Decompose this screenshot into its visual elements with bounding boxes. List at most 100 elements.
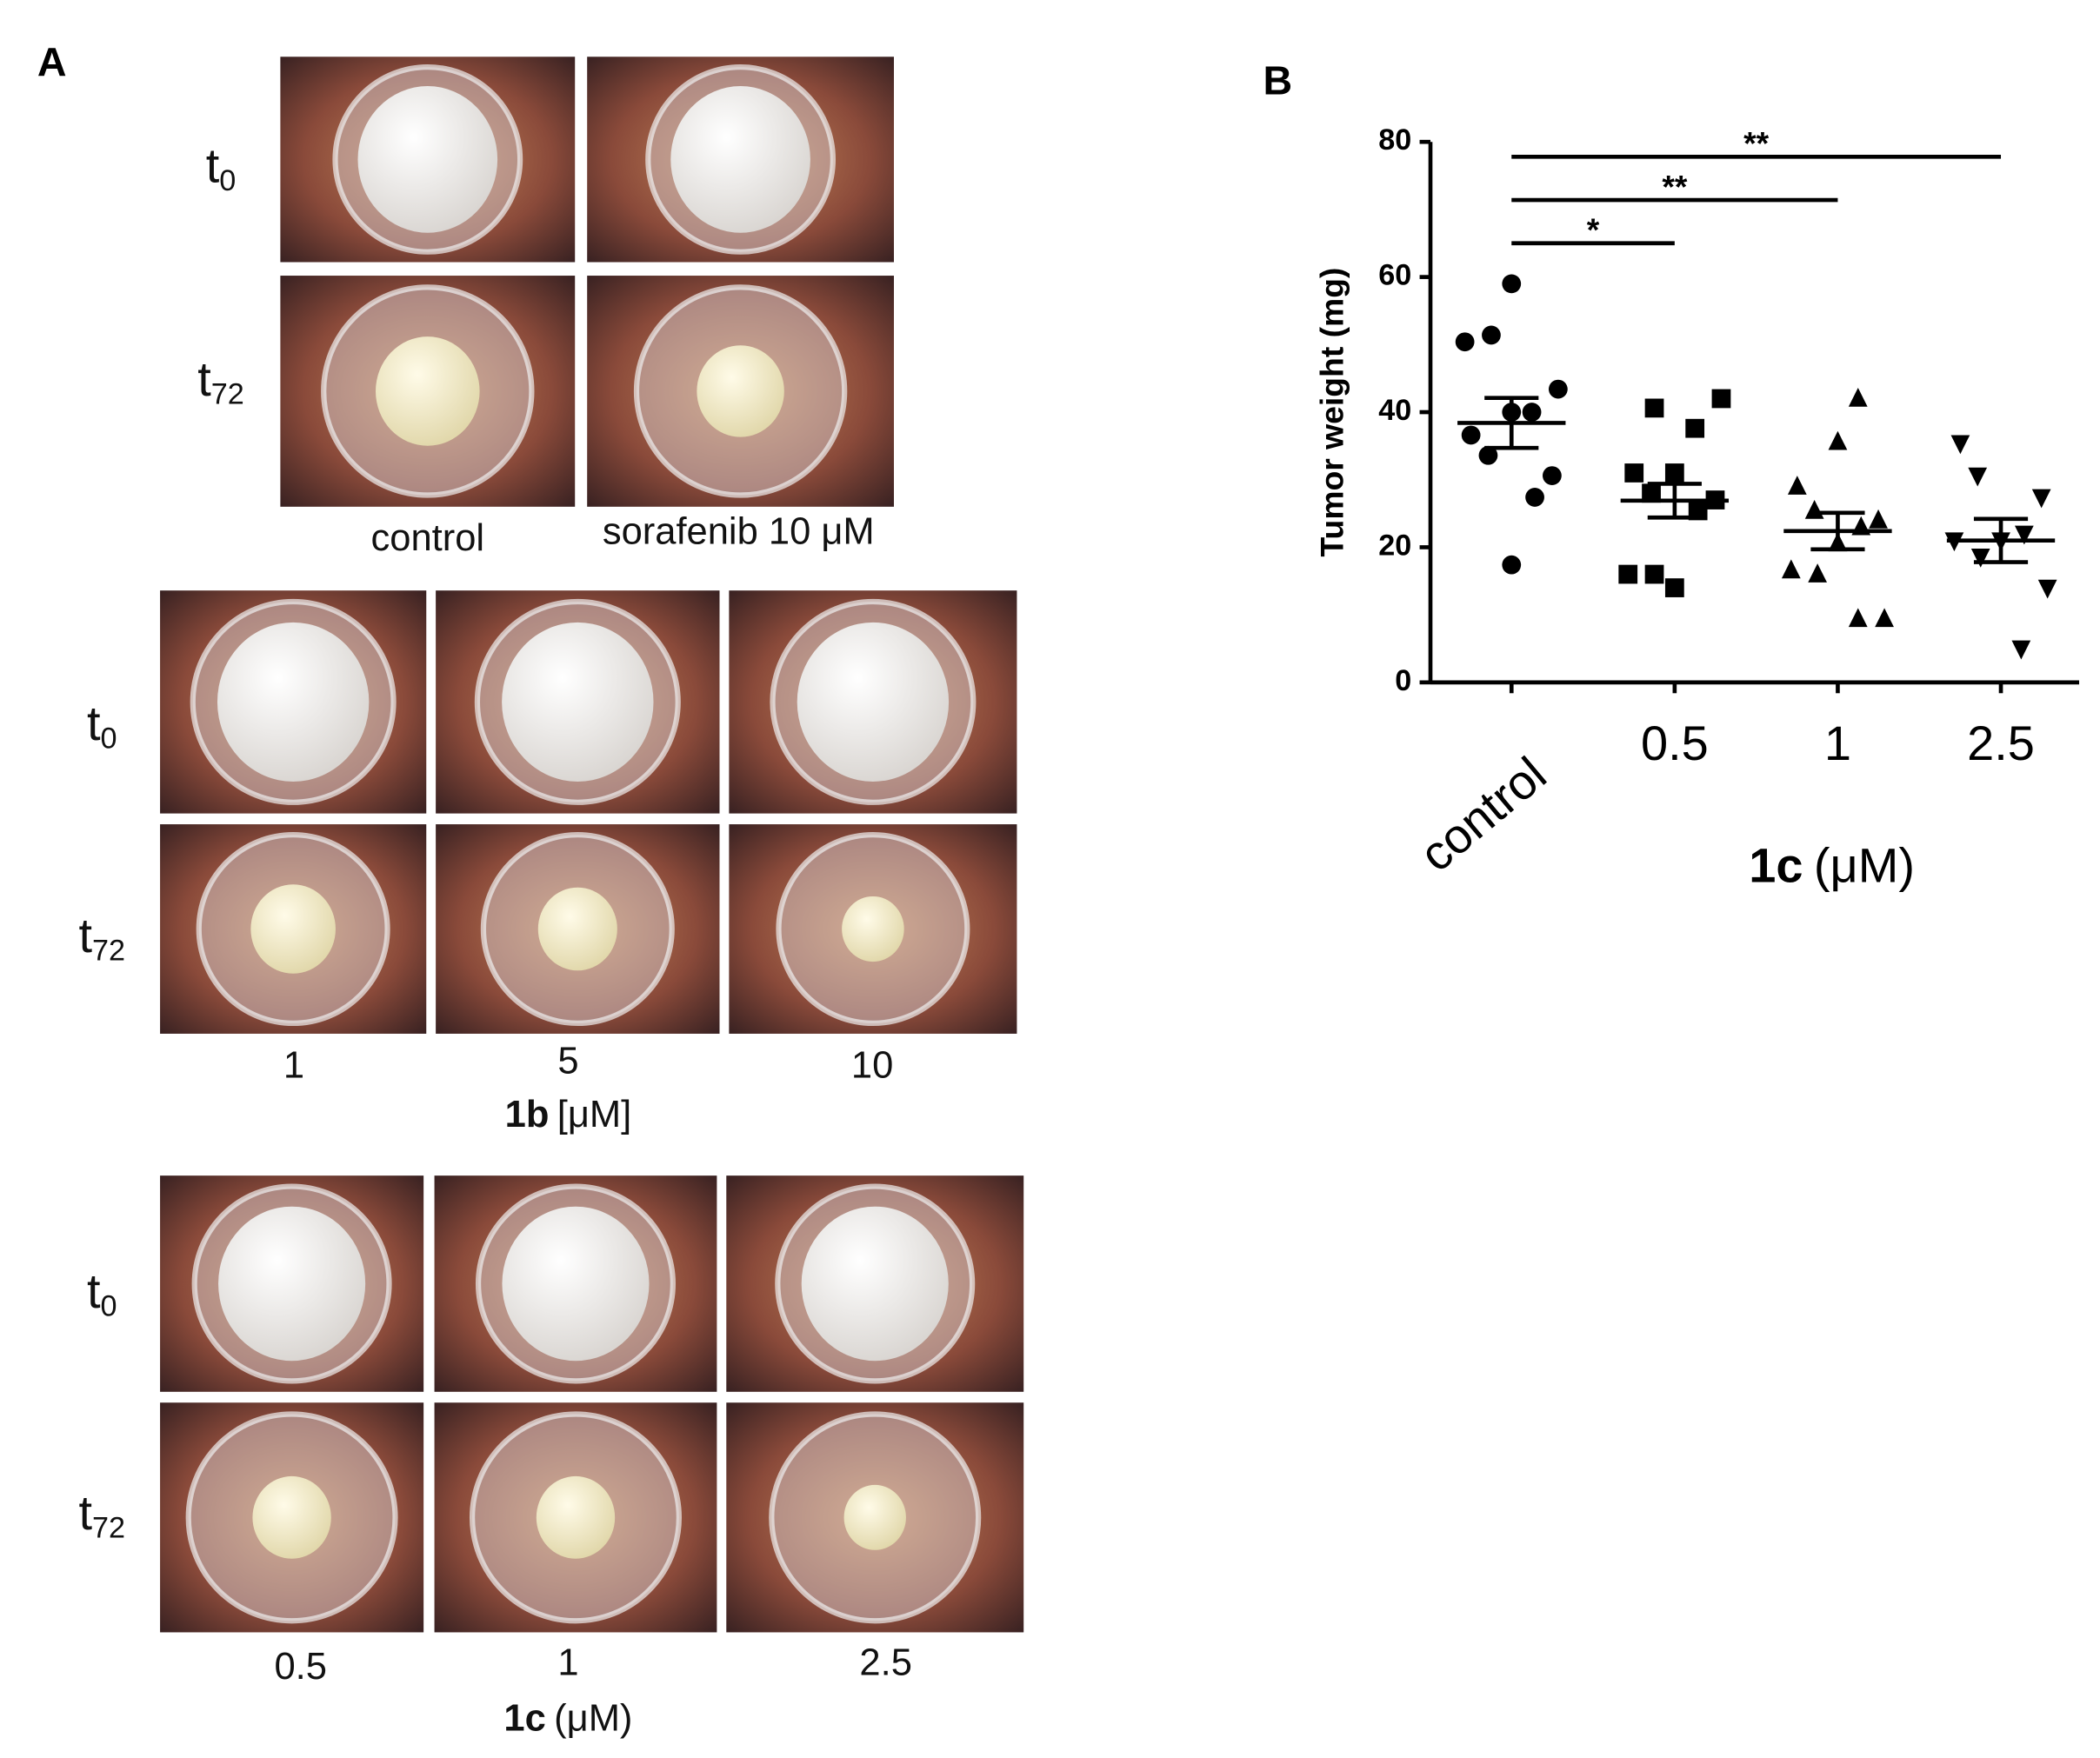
photo-tumor [842, 896, 904, 962]
text-part: 1b [505, 1093, 550, 1135]
text-part: 1c [1749, 837, 1803, 892]
data-point [1848, 388, 1868, 407]
photo-tumor [502, 622, 654, 782]
photo-tumor [502, 1206, 650, 1362]
text-part: t [78, 1485, 92, 1540]
photo-tumor [670, 86, 810, 233]
data-point [1787, 476, 1807, 495]
photo-tumor [250, 884, 336, 974]
data-point [1644, 564, 1664, 584]
y-tick-label: 40 [1378, 394, 1411, 427]
photo-tumor [217, 622, 370, 782]
photo-tumor [697, 345, 784, 437]
data-point [1968, 467, 1988, 487]
photo-tumor [218, 1206, 366, 1362]
data-point [1664, 463, 1684, 483]
text-part: t [87, 1263, 101, 1318]
x-tick-label: 2.5 [1967, 716, 2035, 770]
data-point [1685, 418, 1705, 438]
data-point [1543, 466, 1562, 485]
panel-label: B [1263, 58, 1293, 103]
data-point [1970, 549, 1990, 568]
photo-tumor [797, 622, 950, 782]
text-part: t [206, 137, 220, 192]
photo-tumor [252, 1475, 331, 1559]
x-tick-label: control [1410, 746, 1557, 882]
text-part: 1c [503, 1697, 545, 1739]
data-point [1618, 564, 1638, 584]
data-point [1869, 509, 1888, 529]
row-label: t72 [78, 1485, 125, 1545]
x-tick-label: 1 [1824, 716, 1851, 770]
photo-tumor [357, 86, 498, 233]
data-point [1525, 488, 1544, 507]
significance-label: ** [1662, 168, 1688, 204]
text-part: (μM) [1814, 837, 1915, 892]
data-point [2011, 640, 2031, 660]
data-point [1642, 483, 1661, 503]
data-point [1848, 608, 1868, 628]
data-point [1455, 332, 1475, 352]
y-tick-label: 0 [1395, 664, 1411, 697]
data-point [1548, 379, 1568, 399]
y-tick-label: 80 [1378, 123, 1411, 156]
group-axis-label: 1c (μM) [503, 1697, 632, 1739]
text-part: t [197, 351, 211, 406]
data-point [1502, 274, 1522, 294]
row-label: t72 [197, 351, 244, 411]
data-point [1804, 500, 1824, 519]
photo-tumor [537, 887, 617, 971]
data-point [1478, 445, 1498, 465]
y-tick-label: 20 [1378, 529, 1411, 562]
data-point [1502, 555, 1522, 575]
data-point [2014, 525, 2034, 545]
data-point [1875, 608, 1894, 628]
text-part: t [78, 908, 92, 962]
column-label: 2.5 [859, 1641, 911, 1683]
text-part: (μM) [554, 1697, 632, 1739]
data-point [1711, 389, 1731, 409]
column-label: 0.5 [274, 1646, 326, 1688]
column-label: 1 [283, 1044, 304, 1086]
data-point [1624, 463, 1644, 483]
row-label: t0 [206, 137, 237, 197]
data-point [1808, 563, 1828, 583]
significance-label: * [1587, 211, 1600, 248]
data-point [2037, 579, 2057, 599]
text-part: 0 [219, 164, 236, 197]
x-tick-label: 0.5 [1641, 716, 1709, 770]
row-label: t0 [87, 1263, 117, 1323]
row-label: t0 [87, 696, 117, 756]
y-tick-label: 60 [1378, 259, 1411, 292]
data-point [2031, 489, 2051, 509]
x-axis-label: 1c (μM) [1749, 837, 1915, 892]
text-part: 0 [101, 723, 117, 756]
column-label: sorafenib 10 μM [603, 510, 875, 552]
text-part: 72 [92, 1511, 125, 1544]
row-label: t72 [78, 908, 125, 968]
data-point [1461, 425, 1481, 445]
text-part: [μM] [557, 1093, 631, 1135]
column-label: 5 [557, 1041, 578, 1082]
data-point [1688, 501, 1708, 521]
group-axis-label: 1b [μM] [505, 1093, 632, 1135]
column-label: 10 [851, 1044, 893, 1086]
data-point [1644, 398, 1664, 418]
photo-tumor [843, 1484, 906, 1550]
column-label: 1 [557, 1641, 578, 1683]
panel-label: A [37, 39, 67, 84]
column-label: control [371, 517, 485, 559]
data-point [1950, 435, 1970, 455]
significance-label: ** [1743, 125, 1770, 162]
y-axis-label: Tumor weight (mg) [1314, 268, 1350, 557]
photo-tumor [801, 1206, 949, 1362]
text-part: 72 [211, 377, 244, 410]
photo-tumor [536, 1475, 616, 1559]
data-point [1664, 578, 1684, 597]
data-point [1828, 430, 1848, 450]
data-point [1482, 325, 1501, 345]
text-part: t [87, 696, 101, 750]
text-part: 0 [101, 1289, 117, 1322]
photo-tumor [375, 336, 480, 446]
